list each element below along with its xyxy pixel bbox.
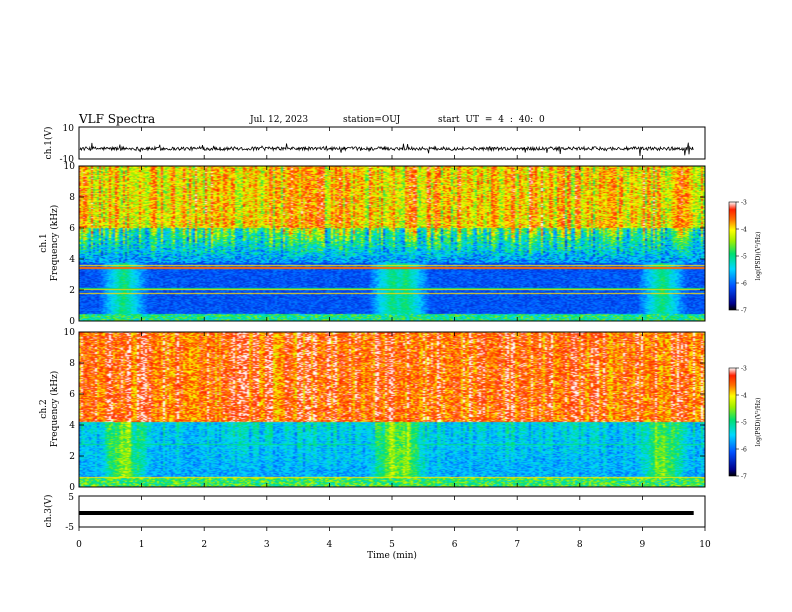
ch2-colorbar: -3 -4 -5 -6 -7 log(PSD)(V²/Hz) [728,366,762,481]
colorbar-tick-label: -6 [741,447,747,454]
ch1-colorbar-ticks: -3 -4 -5 -6 -7 [736,200,747,315]
spec-ytick-label: 8 [69,359,75,369]
ch2-spec-ylabel-freq: Frequency (kHz) [49,371,60,448]
time-xtick-label: 7 [514,540,520,550]
colorbar-tick-label: -7 [741,474,747,481]
ch1-ytick-top: 10 [63,124,75,134]
time-xtick-label: 9 [640,540,646,550]
ch1-spec-ylabel-channel: ch.1 [39,233,49,252]
ch2-spec-yticks: 0 2 4 6 8 10 [64,328,706,493]
spec-ytick-label: 10 [64,328,76,338]
spec-ytick-label: 6 [69,224,75,234]
time-xtick-label: 5 [389,540,395,550]
colorbar-tick-label: -4 [741,393,747,400]
station-label: station=OUJ [343,115,401,125]
date-label: Jul. 12, 2023 [250,115,309,125]
ch1-colorbar-gradient [728,201,737,311]
time-xtick-label: 3 [264,540,270,550]
spec-ytick-label: 8 [69,193,75,203]
time-xtick-label: 4 [327,540,333,550]
ch2-colorbar-label: log(PSD)(V²/Hz) [755,398,762,447]
colorbar-tick-label: -4 [741,227,747,234]
ch1-waveform-panel: 10 -10 ch.1(V) [43,124,706,165]
ch1-frame [78,126,706,160]
time-axis-ticks: 0 1 2 3 4 5 6 7 8 9 10 [76,496,711,550]
ch2-spec-ylabel-channel: ch.2 [39,399,49,418]
ch3-ytick-top: 5 [68,493,74,503]
ch2-colorbar-gradient [728,367,737,477]
ch3-ylabel: ch.3(V) [43,495,54,528]
ch1-colorbar: -3 -4 -5 -6 -7 log(PSD)(V²/Hz) [728,200,762,315]
ch1-ylabel: ch.1(V) [43,127,54,160]
ch2-spectrogram-image [79,332,705,487]
ch1-spectrogram-panel: 0 2 4 6 8 10 ch.1 Frequency (kHz) [39,162,706,327]
time-xtick-label: 2 [201,540,207,550]
ch2-spectrogram-panel: 0 2 4 6 8 10 ch.2 Frequency (kHz) [39,328,706,493]
spec-ytick-label: 6 [69,390,75,400]
ch2-colorbar-ticks: -3 -4 -5 -6 -7 [736,366,747,481]
spec-ytick-label: 10 [64,162,76,172]
spec-ytick-label: 4 [69,255,75,265]
time-xtick-label: 1 [139,540,145,550]
ch3-waveform-line [79,511,694,515]
ch1-spectrogram-image [79,166,705,321]
ch1-spec-yticks: 0 2 4 6 8 10 [64,162,706,327]
ch3-ytick-bottom: -5 [65,523,74,533]
time-xtick-label: 8 [577,540,583,550]
colorbar-tick-label: -6 [741,281,747,288]
spec-ytick-label: 2 [69,286,75,296]
ch1-colorbar-label: log(PSD)(V²/Hz) [755,232,762,281]
colorbar-tick-label: -5 [741,254,747,261]
ch3-waveform-panel: 5 -5 ch.3(V) 0 1 2 3 4 5 6 7 8 9 10 Time (min) [43,493,711,561]
time-xtick-label: 6 [452,540,458,550]
time-axis-label: Time (min) [367,550,417,561]
spec-ytick-label: 2 [69,452,75,462]
ch1-ytick-bottom: -10 [60,155,75,165]
colorbar-tick-label: -7 [741,308,747,315]
ch1-waveform-line [79,142,694,157]
time-xtick-label: 10 [699,540,711,550]
ch1-spec-ylabel-freq: Frequency (kHz) [49,205,60,282]
spec-ytick-label: 0 [69,483,75,493]
time-xtick-label: 0 [76,540,82,550]
colorbar-tick-label: -3 [741,200,747,207]
spec-ytick-label: 0 [69,317,75,327]
colorbar-tick-label: -3 [741,366,747,373]
colorbar-tick-label: -5 [741,420,747,427]
start-time-label: start UT = 4 : 40: 0 [438,115,545,125]
spec-ytick-label: 4 [69,421,75,431]
figure-title: VLF Spectra [79,112,156,126]
